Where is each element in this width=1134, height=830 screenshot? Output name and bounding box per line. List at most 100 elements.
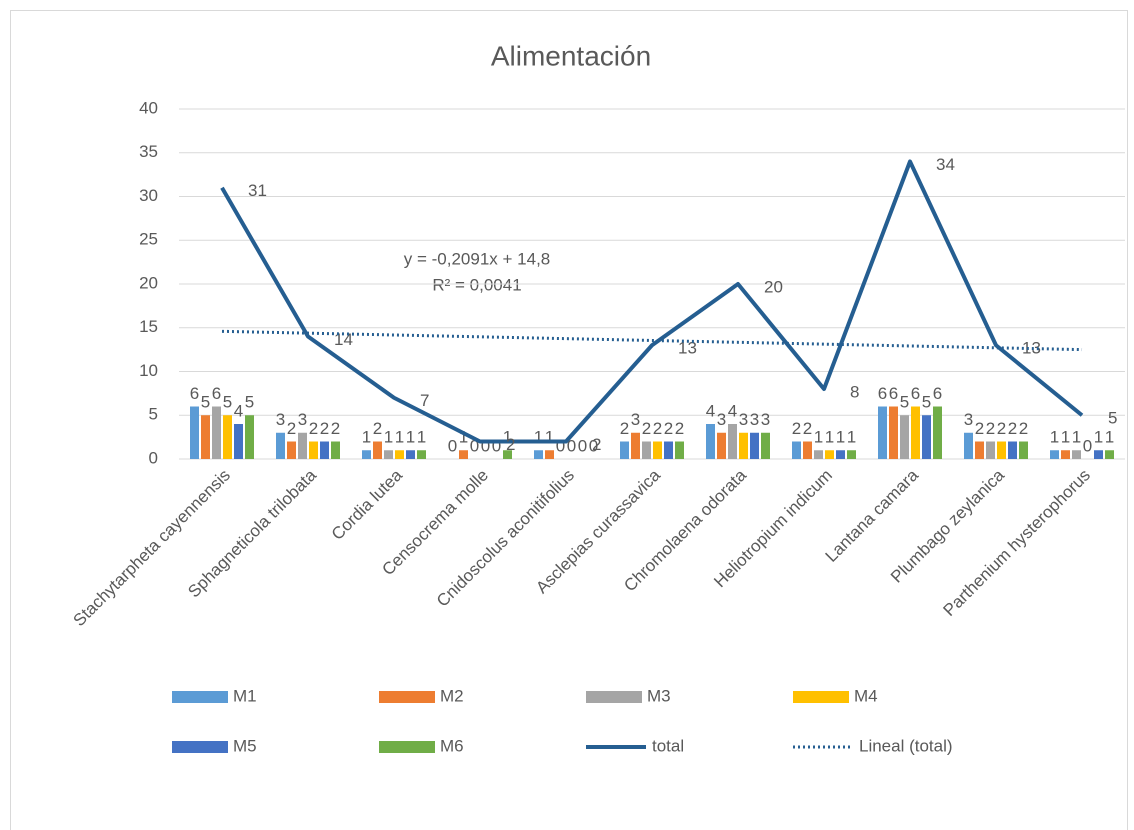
bar-value-label: 6 — [889, 384, 898, 403]
bar — [362, 450, 371, 459]
legend-label: M1 — [233, 686, 257, 705]
bar-value-label: 5 — [223, 393, 232, 412]
bar-value-label: 2 — [642, 419, 651, 438]
legend-swatch — [793, 691, 849, 703]
y-tick-label: 30 — [139, 186, 158, 205]
bar — [320, 441, 329, 459]
bar-value-label: 1 — [1094, 428, 1103, 447]
y-tick-label: 25 — [139, 230, 158, 249]
bar-value-label: 2 — [792, 419, 801, 438]
bar — [836, 450, 845, 459]
bar-value-label: 0 — [578, 436, 587, 455]
bar-value-label: 3 — [298, 410, 307, 429]
bar — [975, 441, 984, 459]
bar-value-label: 2 — [320, 419, 329, 438]
trend-equation: y = -0,2091x + 14,8 — [404, 249, 551, 268]
bar — [1019, 441, 1028, 459]
bar — [276, 432, 285, 459]
bar-value-label: 4 — [706, 401, 715, 420]
bar — [964, 432, 973, 459]
legend-label: Lineal (total) — [859, 736, 953, 755]
legend-swatch — [172, 691, 228, 703]
bar — [373, 441, 382, 459]
bar — [223, 415, 232, 459]
legend-swatch — [586, 691, 642, 703]
bar-value-label: 1 — [1072, 428, 1081, 447]
bar — [545, 450, 554, 459]
bar-value-label: 6 — [911, 384, 920, 403]
bar — [933, 406, 942, 459]
bar — [1050, 450, 1059, 459]
bar-value-label: 1 — [836, 428, 845, 447]
bar — [642, 441, 651, 459]
bar-value-label: 5 — [900, 393, 909, 412]
bar-value-label: 0 — [492, 436, 501, 455]
bar-value-label: 1 — [847, 428, 856, 447]
bar-value-label: 2 — [803, 419, 812, 438]
bar — [922, 415, 931, 459]
bar — [706, 424, 715, 459]
bar-value-label: 1 — [534, 428, 543, 447]
bar — [384, 450, 393, 459]
line-value-label: 20 — [764, 277, 783, 296]
y-tick-label: 40 — [139, 98, 158, 117]
bar — [212, 406, 221, 459]
bar — [1094, 450, 1103, 459]
bar — [406, 450, 415, 459]
bar — [825, 450, 834, 459]
bar-value-label: 3 — [964, 410, 973, 429]
bar-value-label: 3 — [750, 410, 759, 429]
bar-value-label: 2 — [620, 419, 629, 438]
bar — [900, 415, 909, 459]
bar — [750, 432, 759, 459]
bar-value-label: 6 — [878, 384, 887, 403]
trend-line — [221, 329, 1083, 352]
line-value-label: 31 — [248, 181, 267, 200]
bar-value-label: 2 — [675, 419, 684, 438]
bar — [803, 441, 812, 459]
bar-value-label: 5 — [201, 393, 210, 412]
bar-value-label: 0 — [470, 436, 479, 455]
bar — [1072, 450, 1081, 459]
bar — [201, 415, 210, 459]
line-value-label: 2 — [506, 435, 515, 454]
bar-value-label: 0 — [589, 436, 598, 455]
y-tick-label: 15 — [139, 317, 158, 336]
bar-value-label: 2 — [331, 419, 340, 438]
line-value-label: 13 — [678, 339, 697, 358]
bar-value-label: 2 — [373, 419, 382, 438]
legend-label: total — [652, 736, 684, 755]
bar-value-label: 0 — [1083, 436, 1092, 455]
bar-value-label: 2 — [975, 419, 984, 438]
bar-value-label: 0 — [556, 436, 565, 455]
bar-value-label: 2 — [1008, 419, 1017, 438]
bar — [717, 432, 726, 459]
y-tick-label: 35 — [139, 142, 158, 161]
bar-value-label: 2 — [287, 419, 296, 438]
chart-border — [10, 10, 1128, 830]
bar — [534, 450, 543, 459]
bar — [664, 441, 673, 459]
bar — [395, 450, 404, 459]
y-tick-label: 5 — [149, 405, 158, 424]
bar — [739, 432, 748, 459]
bar-value-label: 3 — [739, 410, 748, 429]
bar — [847, 450, 856, 459]
bar-value-label: 2 — [1019, 419, 1028, 438]
bar-value-label: 6 — [212, 384, 221, 403]
bar-value-label: 1 — [545, 428, 554, 447]
bar-value-label: 2 — [986, 419, 995, 438]
bar-value-label: 1 — [417, 428, 426, 447]
bar-value-label: 0 — [448, 436, 457, 455]
bar — [631, 432, 640, 459]
bar — [675, 441, 684, 459]
legend-label: M6 — [440, 736, 464, 755]
bar — [287, 441, 296, 459]
bar — [503, 450, 512, 459]
line-value-label: 7 — [420, 391, 429, 410]
legend-swatch — [172, 741, 228, 753]
legend-label: M2 — [440, 686, 464, 705]
bar-value-label: 1 — [459, 428, 468, 447]
